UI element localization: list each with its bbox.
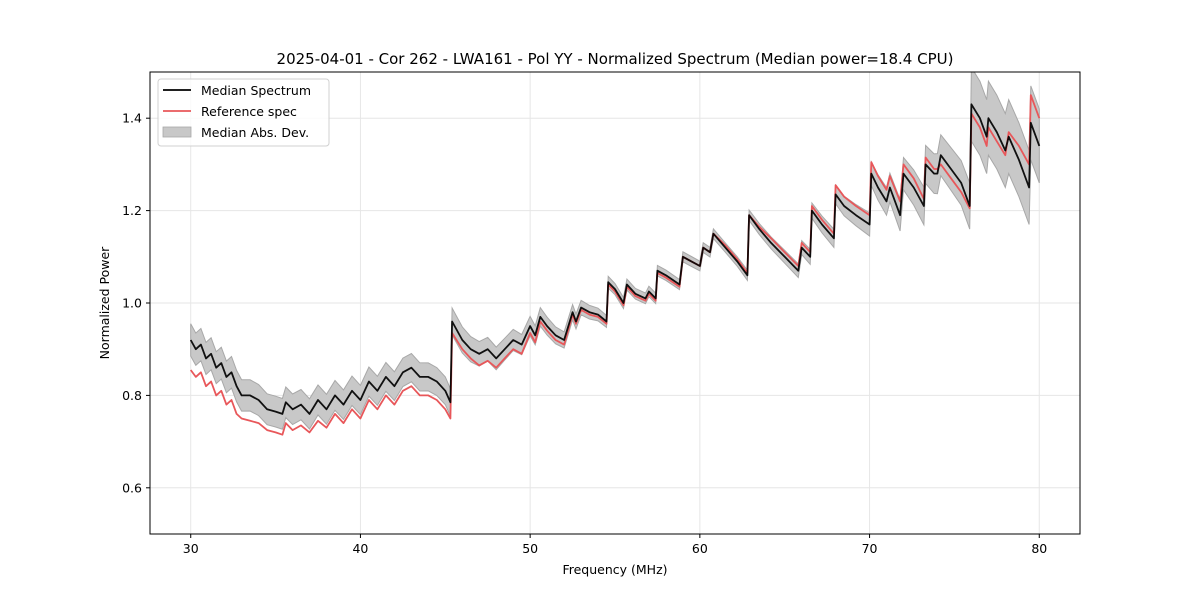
plot-area — [189, 72, 1041, 436]
y-tick-label: 1.4 — [122, 111, 142, 126]
x-tick-label: 40 — [352, 541, 368, 556]
legend-swatch-mad — [162, 126, 192, 138]
legend-label-mad: Median Abs. Dev. — [201, 125, 309, 140]
x-tick-label: 30 — [183, 541, 199, 556]
y-axis-label: Normalized Power — [97, 246, 112, 360]
mad-band — [190, 72, 1040, 430]
x-tick-label: 80 — [1031, 541, 1047, 556]
y-axis: 0.6 0.8 1.0 1.2 1.4 — [122, 111, 150, 495]
x-tick-label: 50 — [522, 541, 538, 556]
reference-line — [189, 94, 1041, 436]
chart-title: 2025-04-01 - Cor 262 - LWA161 - Pol YY -… — [277, 50, 954, 68]
x-tick-label: 70 — [862, 541, 878, 556]
median-line — [189, 103, 1041, 415]
legend-box — [157, 78, 330, 147]
y-tick-label: 0.8 — [122, 388, 142, 403]
legend-label-median: Median Spectrum — [201, 83, 311, 98]
y-tick-label: 1.2 — [122, 203, 142, 218]
y-tick-label: 0.6 — [122, 480, 142, 495]
y-tick-label: 1.0 — [122, 296, 142, 311]
x-axis: 30 40 50 60 70 80 — [183, 534, 1047, 556]
legend-label-reference: Reference spec — [201, 104, 297, 119]
x-tick-label: 60 — [692, 541, 708, 556]
x-axis-label: Frequency (MHz) — [562, 562, 667, 577]
legend: Median Spectrum Reference spec Median Ab… — [157, 78, 330, 147]
